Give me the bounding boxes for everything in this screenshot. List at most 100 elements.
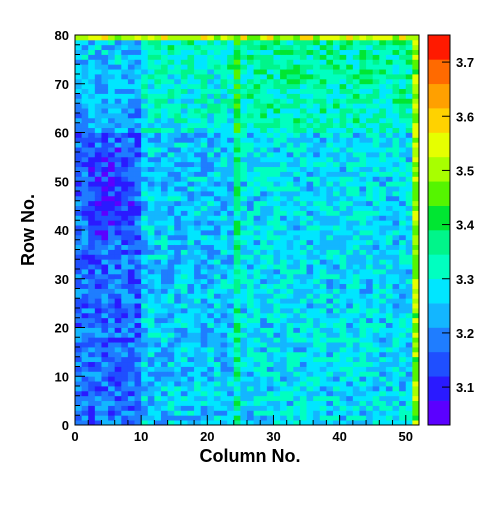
heatmap-cell	[213, 361, 221, 367]
heatmap-cell	[200, 132, 208, 138]
heatmap-cell	[114, 181, 122, 187]
heatmap-cell	[127, 312, 135, 319]
heatmap-cell	[167, 39, 175, 46]
heatmap-cell	[392, 278, 400, 285]
heatmap-cell	[379, 356, 387, 363]
x-tick-label: 40	[332, 429, 346, 444]
heatmap-cell	[399, 395, 407, 402]
heatmap-cell	[260, 312, 268, 319]
heatmap-cell	[227, 400, 235, 406]
heatmap-cell	[313, 342, 321, 348]
heatmap-cell	[240, 308, 248, 314]
heatmap-cell	[75, 254, 83, 260]
heatmap-cell	[187, 415, 195, 421]
heatmap-cell	[299, 152, 307, 158]
heatmap-cell	[101, 171, 109, 177]
heatmap-cell	[333, 347, 341, 353]
heatmap-cell	[167, 366, 175, 372]
heatmap-cell	[366, 264, 374, 270]
heatmap-cell	[108, 152, 116, 158]
heatmap-cell	[372, 361, 380, 367]
heatmap-cell	[167, 342, 175, 348]
heatmap-cell	[75, 191, 83, 197]
heatmap-cell	[220, 361, 228, 367]
heatmap-cell	[352, 44, 360, 51]
heatmap-cell	[240, 347, 248, 353]
heatmap-cell	[127, 127, 135, 133]
heatmap-cell	[326, 98, 334, 104]
heatmap-cell	[299, 332, 307, 338]
heatmap-cell	[319, 74, 327, 80]
heatmap-cell	[385, 59, 393, 65]
heatmap-cell	[227, 356, 235, 363]
heatmap-cell	[260, 420, 268, 426]
heatmap-cell	[174, 337, 182, 343]
heatmap-cell	[266, 332, 274, 338]
heatmap-cell	[174, 35, 182, 41]
heatmap-cell	[213, 264, 221, 270]
heatmap-cell	[247, 98, 255, 104]
heatmap-cell	[114, 308, 122, 314]
heatmap-cell	[174, 88, 182, 94]
heatmap-cell	[299, 376, 307, 382]
heatmap-cell	[319, 215, 327, 221]
heatmap-cell	[326, 191, 334, 197]
heatmap-cell	[247, 210, 255, 216]
heatmap-cell	[372, 371, 380, 377]
heatmap-cell	[114, 54, 122, 60]
heatmap-cell	[326, 410, 334, 416]
heatmap-cell	[240, 142, 248, 148]
heatmap-cell	[385, 405, 393, 411]
heatmap-cell	[180, 298, 188, 304]
heatmap-cell	[333, 64, 341, 70]
heatmap-cell	[392, 312, 400, 319]
heatmap-cell	[88, 166, 96, 172]
heatmap-cell	[101, 74, 109, 80]
heatmap-cell	[147, 420, 155, 426]
heatmap-cell	[306, 191, 314, 197]
heatmap-cell	[233, 127, 241, 133]
heatmap-cell	[405, 327, 413, 333]
heatmap-cell	[134, 39, 142, 46]
heatmap-cell	[127, 308, 135, 314]
heatmap-cell	[385, 254, 393, 260]
heatmap-cell	[81, 147, 89, 153]
heatmap-cell	[75, 259, 83, 265]
heatmap-cell	[75, 347, 83, 353]
heatmap-cell	[372, 83, 380, 90]
heatmap-cell	[174, 405, 182, 411]
heatmap-cell	[161, 410, 169, 416]
heatmap-cell	[180, 171, 188, 177]
heatmap-cell	[207, 35, 215, 41]
heatmap-cell	[313, 108, 321, 114]
heatmap-cell	[200, 181, 208, 187]
heatmap-cell	[392, 420, 400, 426]
heatmap-cell	[405, 273, 413, 280]
heatmap-cell	[194, 54, 202, 60]
heatmap-cell	[81, 317, 89, 324]
heatmap-cell	[233, 225, 241, 231]
heatmap-cell	[167, 122, 175, 129]
heatmap-cell	[333, 322, 341, 328]
heatmap-cell	[313, 132, 321, 138]
heatmap-cell	[220, 342, 228, 348]
heatmap-cell	[247, 351, 255, 358]
heatmap-cell	[88, 78, 96, 85]
heatmap-cell	[114, 156, 122, 163]
heatmap-cell	[399, 405, 407, 411]
heatmap-cell	[161, 103, 169, 109]
heatmap-cell	[253, 420, 261, 426]
heatmap-cell	[187, 400, 195, 406]
heatmap-cell	[101, 200, 109, 207]
heatmap-cell	[127, 156, 135, 163]
heatmap-cell	[280, 322, 288, 328]
heatmap-cell	[299, 215, 307, 221]
heatmap-cell	[94, 54, 102, 60]
heatmap-cell	[154, 49, 162, 55]
heatmap-cell	[108, 137, 116, 143]
heatmap-cell	[233, 49, 241, 55]
heatmap-cell	[233, 152, 241, 158]
heatmap-cell	[213, 332, 221, 338]
heatmap-cell	[213, 200, 221, 207]
heatmap-cell	[233, 244, 241, 250]
